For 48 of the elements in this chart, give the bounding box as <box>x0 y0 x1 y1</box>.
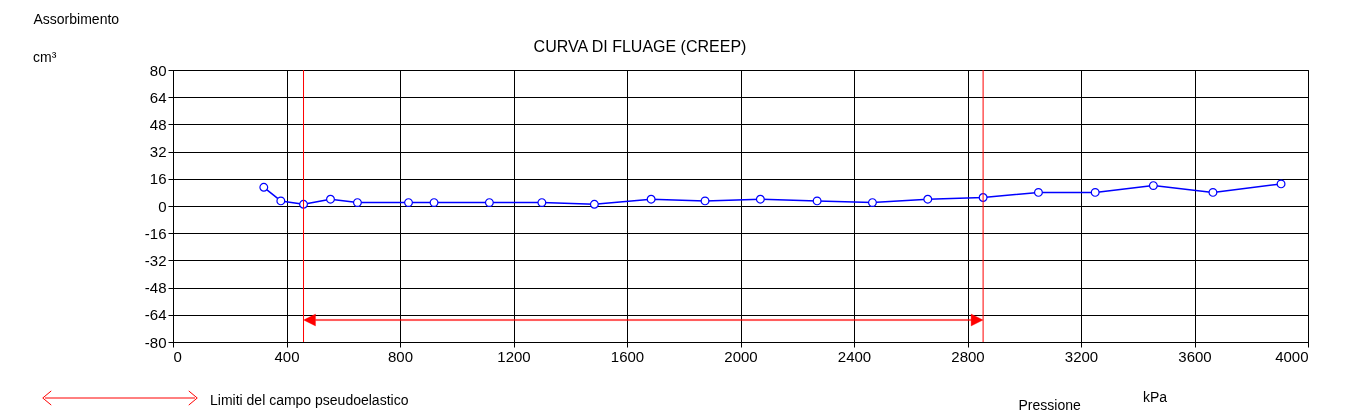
point <box>429 198 439 208</box>
point <box>484 198 494 208</box>
point <box>1033 187 1043 197</box>
x-tick-label: 0 <box>173 347 182 365</box>
x-axis-title: Pressione <box>1018 396 1081 412</box>
point <box>1208 187 1218 197</box>
x-tick-label: 800 <box>387 347 414 365</box>
text: cm³ <box>33 49 57 65</box>
point <box>276 196 286 206</box>
chart-title: CURVA DI FLUAGE (CREEP) <box>533 38 747 55</box>
text: Limiti del campo pseudoelastico <box>210 392 409 408</box>
x-tick-label: 1200 <box>497 347 531 365</box>
y-tick-label: 32 <box>149 143 167 161</box>
point <box>352 198 362 208</box>
x-tick-label: 2800 <box>951 347 985 365</box>
y-tick-label: -16 <box>144 224 167 242</box>
x-tick-label: 2000 <box>724 347 758 365</box>
y-tick-label: 0 <box>158 197 167 215</box>
point <box>404 198 413 208</box>
text: kPa <box>1143 389 1168 405</box>
x-tick-label: 400 <box>274 347 300 365</box>
y-tick-label: 64 <box>149 88 167 106</box>
y-tick-label: 48 <box>149 115 167 133</box>
point <box>1148 181 1158 191</box>
x-tick-label: 2400 <box>837 347 872 365</box>
point <box>867 198 877 208</box>
y-tick-label: -32 <box>144 251 167 269</box>
point <box>1276 179 1286 189</box>
y-tick-label: 80 <box>149 61 167 79</box>
point <box>589 199 599 209</box>
point <box>812 196 822 206</box>
point <box>1090 187 1100 197</box>
point <box>646 194 656 204</box>
point <box>537 198 547 208</box>
x-tick-label: 3600 <box>1178 347 1212 365</box>
x-tick-label: 3200 <box>1064 347 1099 365</box>
y-tick-label: -48 <box>144 279 167 297</box>
y-axis-title: Assorbimento <box>33 10 120 27</box>
point <box>326 194 335 204</box>
y-tick-label: -80 <box>144 333 167 351</box>
y-tick-label: 16 <box>149 170 167 188</box>
x-tick-label: 4000 <box>1275 347 1309 365</box>
point <box>259 182 269 192</box>
point <box>755 194 765 204</box>
y-tick-label: -64 <box>144 306 167 324</box>
point <box>923 194 933 204</box>
point <box>700 196 710 206</box>
x-tick-label: 1600 <box>610 347 645 365</box>
